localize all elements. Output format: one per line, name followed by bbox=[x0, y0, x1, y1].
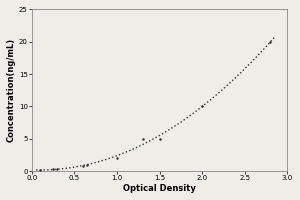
Y-axis label: Concentration(ng/mL): Concentration(ng/mL) bbox=[7, 38, 16, 142]
X-axis label: Optical Density: Optical Density bbox=[123, 184, 196, 193]
